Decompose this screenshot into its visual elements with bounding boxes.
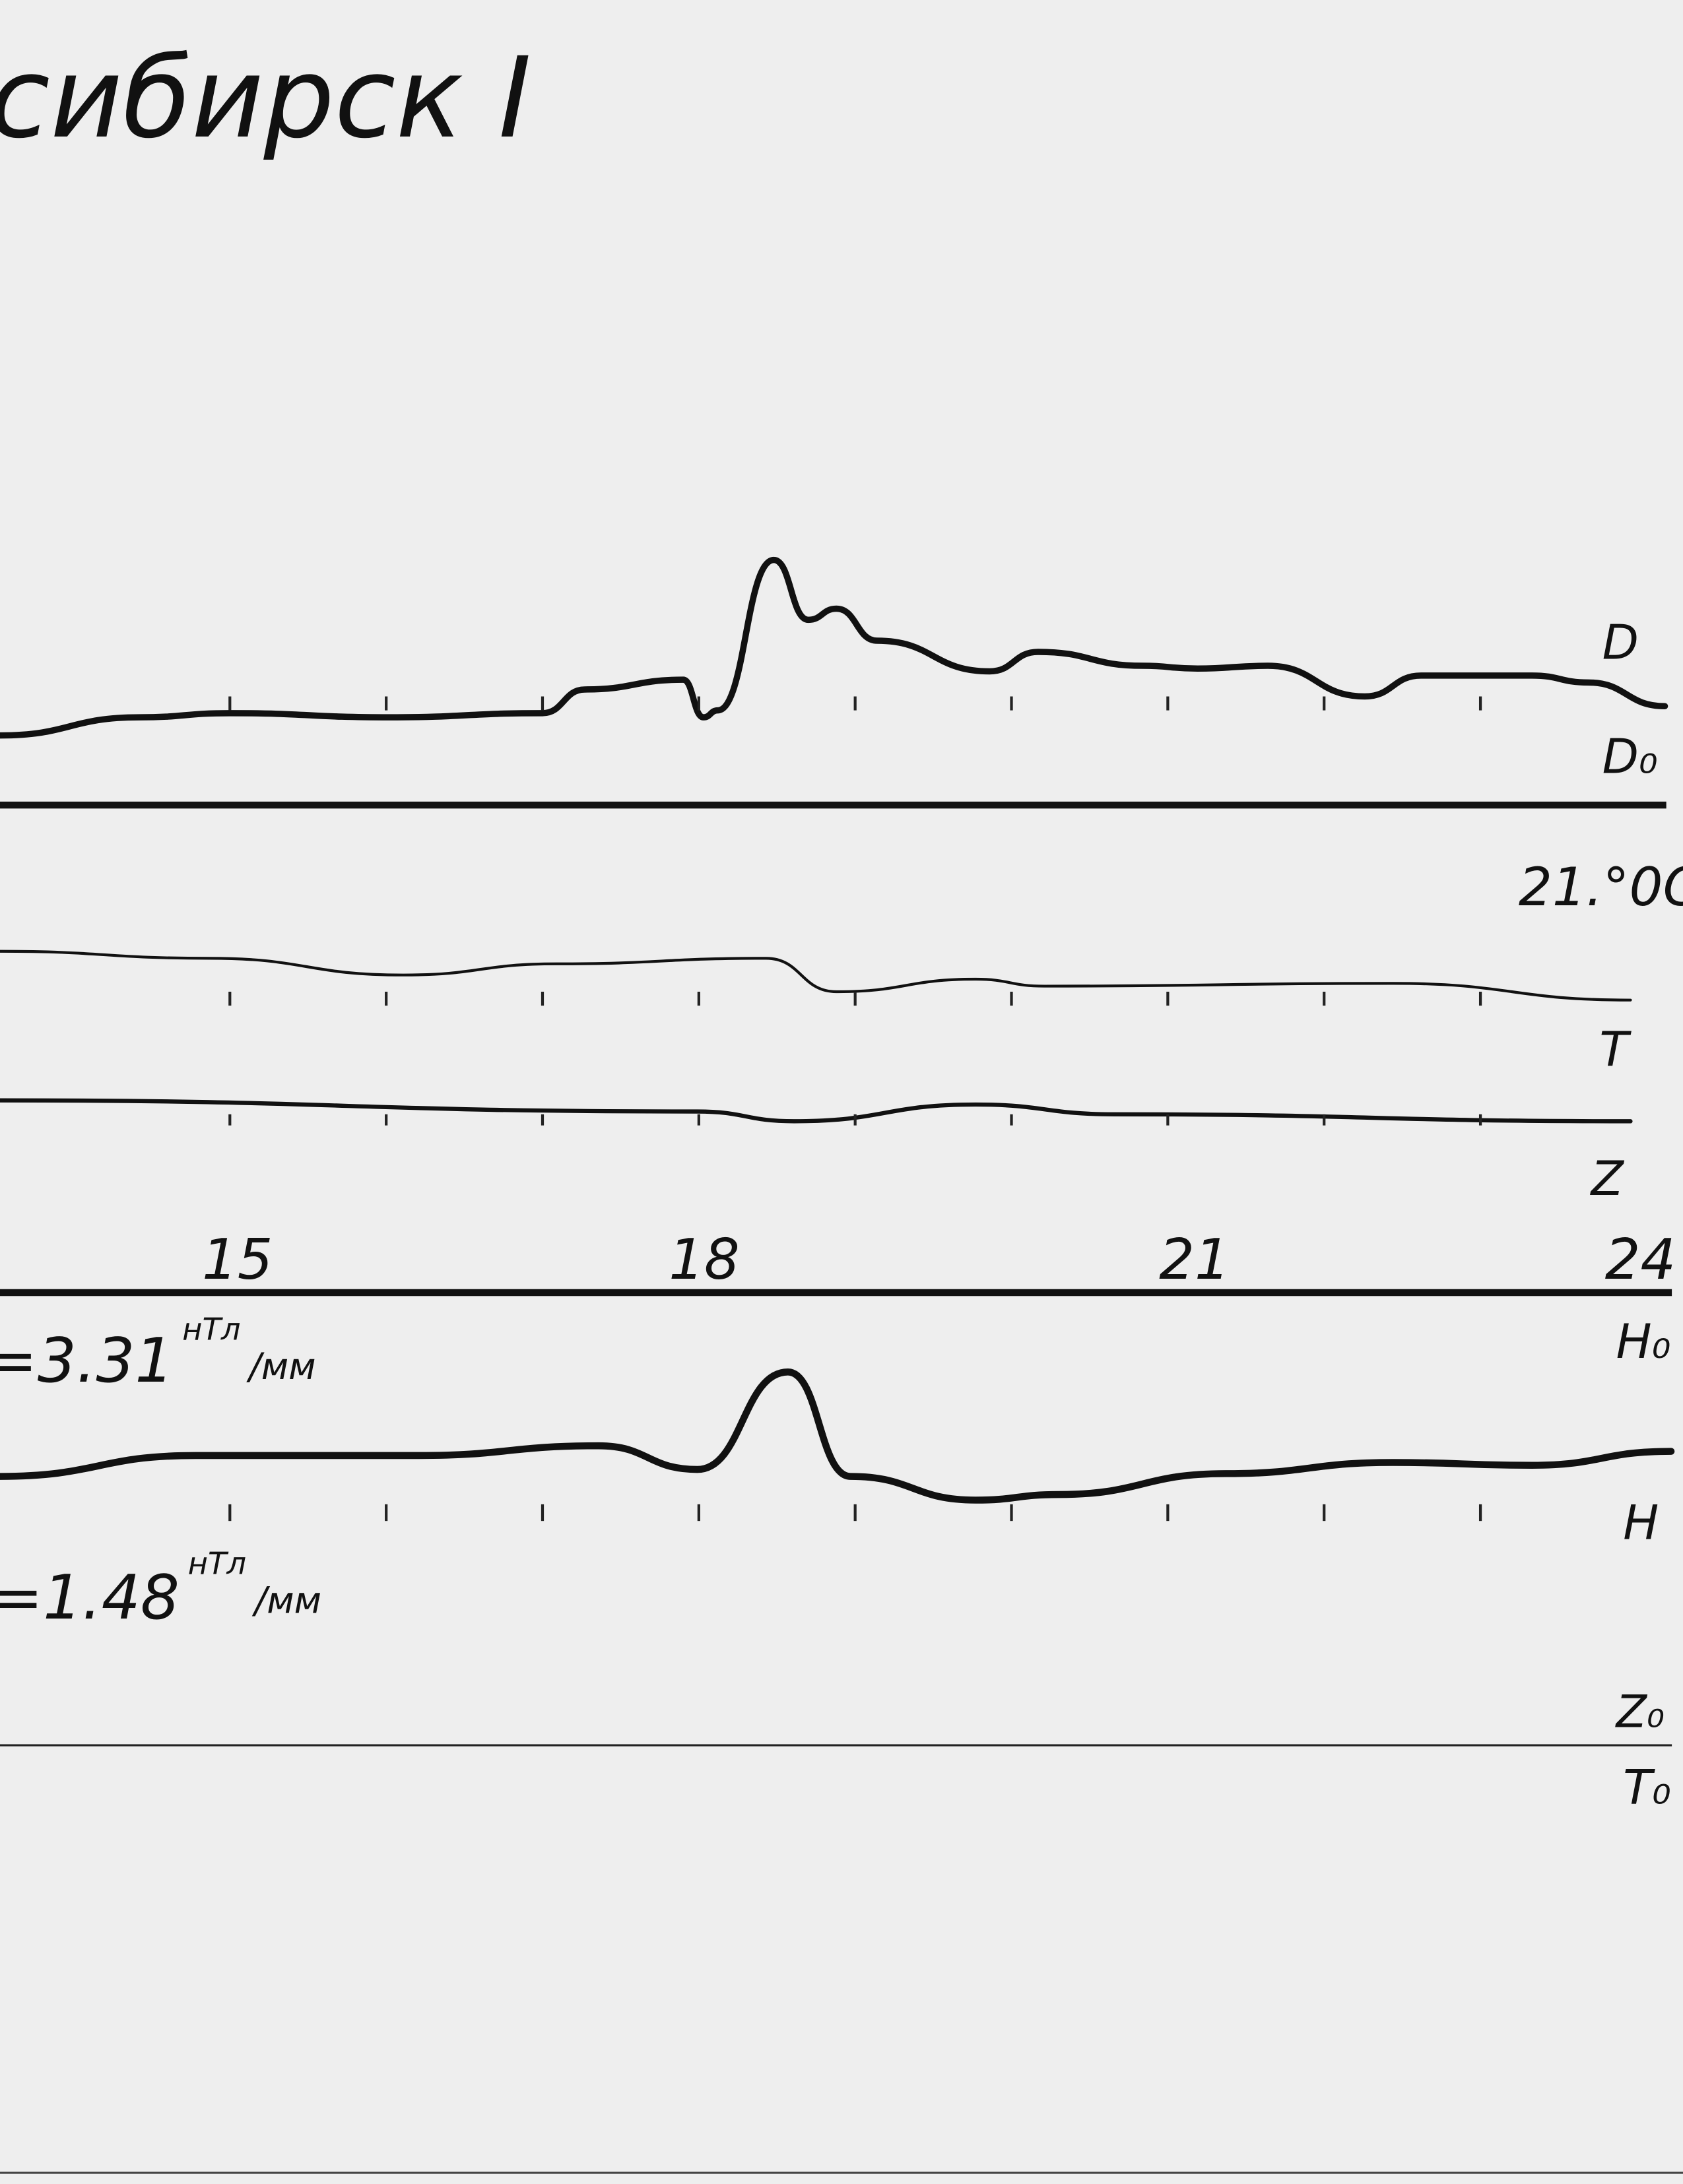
- h-scale-note: =3.31 нТл /мм: [0, 1312, 316, 1396]
- label-t0: T₀: [1623, 1760, 1671, 1815]
- label-temperature: 21.°0C: [1519, 856, 1683, 918]
- x-tick-label-15: 15: [202, 1227, 273, 1292]
- z-scale-note: =1.48 нТл /мм: [0, 1545, 321, 1633]
- label-z0: Z₀: [1615, 1686, 1665, 1738]
- station-title: сибирск I: [0, 33, 531, 163]
- label-h0: H₀: [1616, 1314, 1671, 1369]
- z-scale-value: =1.48: [0, 1562, 180, 1633]
- h-scale-value: =3.31: [0, 1325, 174, 1396]
- trace-z: [0, 1098, 1633, 1124]
- trace-h: [0, 1368, 1675, 1504]
- x-tick-label-21: 21: [1159, 1227, 1230, 1292]
- h-scale-per: /мм: [246, 1345, 315, 1388]
- trace-d: [0, 556, 1668, 739]
- label-z: Z: [1590, 1151, 1625, 1206]
- label-h: H: [1623, 1495, 1659, 1551]
- x-tick-labels: 15 18 21 24: [202, 1227, 1676, 1292]
- h-scale-unit: нТл: [182, 1312, 240, 1347]
- z-scale-unit: нТл: [188, 1545, 246, 1581]
- traces: [0, 556, 1675, 1504]
- label-t: T: [1599, 1021, 1632, 1077]
- hour-marks: [228, 696, 1482, 1522]
- label-d0: D₀: [1602, 729, 1658, 785]
- z-scale-per: /мм: [251, 1579, 321, 1621]
- label-d: D: [1602, 615, 1639, 670]
- x-tick-label-18: 18: [669, 1227, 739, 1292]
- trace-t: [0, 949, 1632, 1002]
- x-tick-label-24: 24: [1605, 1227, 1676, 1292]
